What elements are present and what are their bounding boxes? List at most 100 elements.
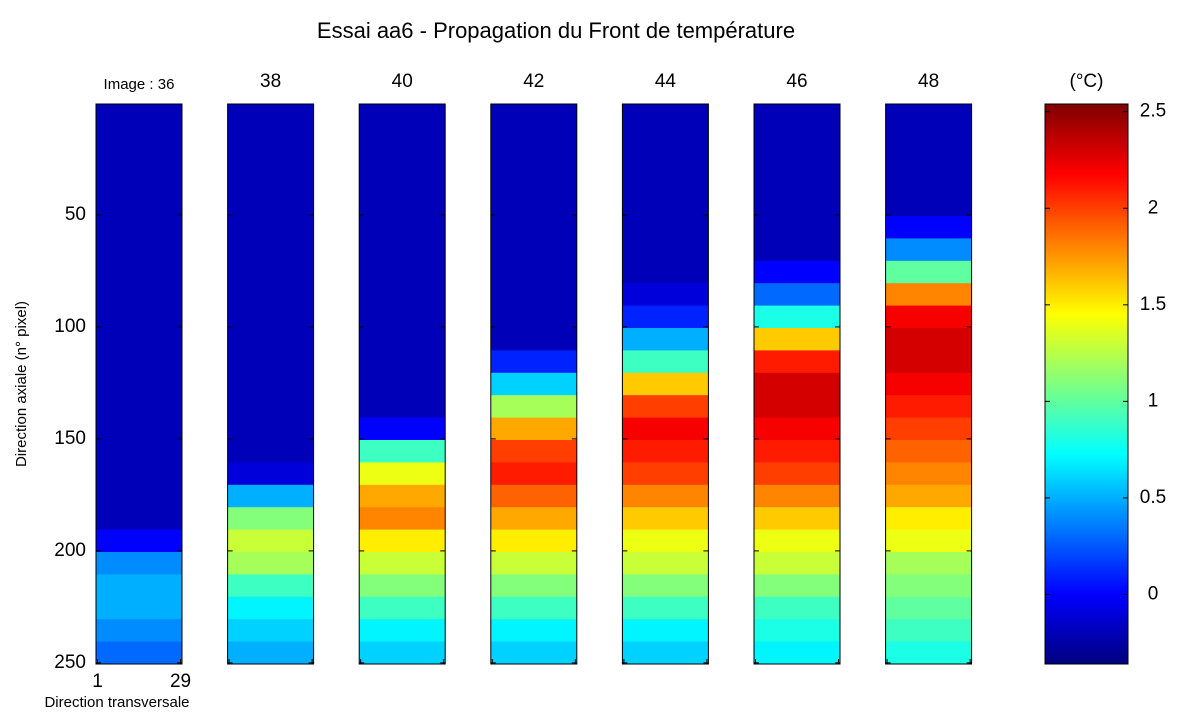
heat-cell: [96, 574, 182, 598]
panel-frame: [490, 103, 578, 665]
heat-cell: [359, 641, 446, 665]
heat-cell: [96, 417, 182, 441]
heat-cell: [622, 395, 709, 419]
heat-cell: [622, 350, 709, 374]
heat-cell: [227, 574, 314, 598]
colorbar-tick-label: 2.5: [1140, 101, 1166, 122]
y-tick-label: 150: [54, 428, 86, 449]
panel-label: 46: [786, 71, 807, 92]
heat-cell: [490, 552, 577, 575]
heat-cell: [490, 216, 577, 239]
heat-cell: [754, 395, 840, 419]
colorbar-tick-label: 0: [1148, 583, 1159, 604]
heat-cell: [96, 395, 182, 419]
heat-cell: [96, 193, 182, 217]
heat-cell: [754, 350, 840, 374]
heat-cell: [359, 126, 446, 150]
heat-cell: [359, 104, 446, 127]
x-tick-label: 29: [170, 671, 191, 692]
heat-cell: [227, 305, 314, 329]
heat-cell: [359, 350, 446, 374]
heat-cell: [885, 305, 972, 329]
heat-cell: [227, 552, 314, 575]
heat-cell: [96, 596, 182, 620]
panel-frame: [621, 103, 709, 665]
heat-cell: [96, 507, 182, 531]
heat-cell: [490, 126, 577, 150]
heat-cell: [490, 148, 577, 172]
x-tick-label: 1: [92, 671, 103, 692]
heat-cell: [754, 641, 840, 665]
heat-cell: [885, 395, 972, 419]
heat-cell: [359, 417, 446, 441]
heat-cell: [96, 283, 182, 307]
heat-cell: [490, 641, 577, 665]
heat-cell: [227, 193, 314, 217]
heat-cell: [359, 552, 446, 575]
heat-cell: [96, 305, 182, 329]
heat-cell: [885, 350, 972, 374]
panel-label: 48: [918, 71, 939, 92]
heat-cell: [885, 216, 972, 239]
heat-cell: [754, 305, 840, 329]
heat-cell: [227, 484, 314, 508]
heat-cell: [622, 484, 709, 508]
heat-cell: [490, 529, 577, 553]
heat-cell: [359, 619, 446, 643]
heat-cell: [622, 440, 709, 463]
heat-cell: [490, 260, 577, 284]
panel-frame: [885, 103, 973, 665]
y-tick-label: 250: [54, 652, 86, 673]
heat-cell: [754, 260, 840, 284]
heat-cell: [622, 619, 709, 643]
heat-cell: [622, 148, 709, 172]
panel-label: 44: [655, 71, 677, 92]
heat-cell: [622, 126, 709, 150]
heat-cell: [490, 350, 577, 374]
heat-cell: [885, 328, 972, 351]
heat-cell: [96, 372, 182, 396]
heat-cell: [490, 193, 577, 217]
heat-cell: [227, 596, 314, 620]
y-tick-label: 100: [54, 316, 86, 337]
panel-frame: [95, 103, 183, 665]
heat-cell: [96, 350, 182, 374]
heat-cell: [885, 574, 972, 598]
heat-cell: [885, 552, 972, 575]
heat-cell: [227, 507, 314, 531]
heat-cell: [885, 417, 972, 441]
heat-cell: [490, 596, 577, 620]
heat-cell: [490, 507, 577, 531]
heat-cell: [490, 440, 577, 463]
panel-label: 38: [260, 71, 281, 92]
heat-cell: [359, 171, 446, 195]
heat-cell: [754, 283, 840, 307]
heat-cell: [754, 574, 840, 598]
heat-cell: [622, 372, 709, 396]
heat-cell: [885, 260, 972, 284]
heat-cell: [885, 148, 972, 172]
heat-cell: [622, 596, 709, 620]
heat-cell: [622, 507, 709, 531]
heat-cell: [490, 171, 577, 195]
heat-cell: [96, 260, 182, 284]
heat-cell: [96, 328, 182, 351]
heat-cell: [885, 529, 972, 553]
heat-cell: [754, 529, 840, 553]
heat-cell: [96, 216, 182, 239]
heat-cell: [227, 171, 314, 195]
heat-cell: [359, 484, 446, 508]
heat-cell: [622, 283, 709, 307]
colorbar-tick-label: 1: [1148, 390, 1159, 411]
heat-cell: [622, 193, 709, 217]
heat-cell: [359, 260, 446, 284]
heat-cell: [754, 417, 840, 441]
heat-cell: [227, 148, 314, 172]
heat-cell: [227, 126, 314, 150]
heat-cell: [227, 350, 314, 374]
heat-cell: [96, 440, 182, 463]
colorbar-tick-label: 0.5: [1140, 487, 1166, 508]
panel-frame: [753, 103, 841, 665]
heat-cell: [359, 148, 446, 172]
heat-cell: [885, 596, 972, 620]
